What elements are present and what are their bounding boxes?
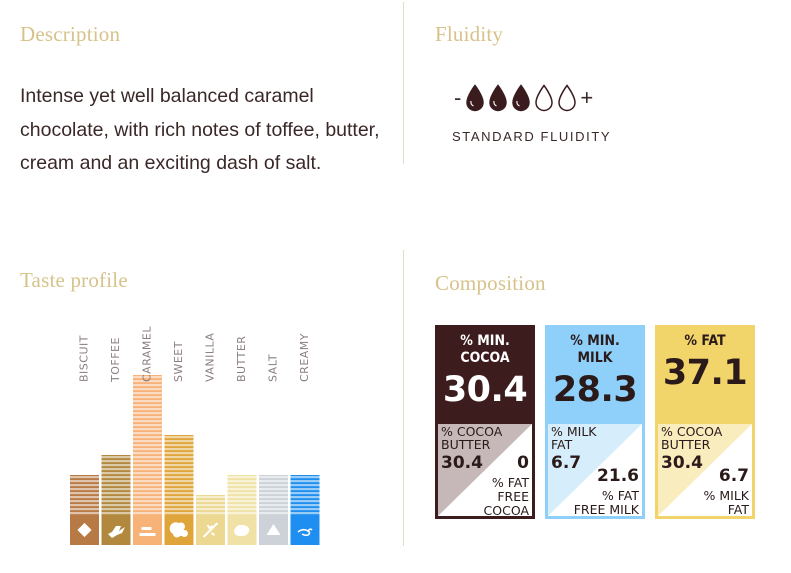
card-top: % FAT 37.1 bbox=[658, 328, 752, 424]
tick-label-sweet: SWEET bbox=[172, 341, 185, 382]
icon-block-salt bbox=[259, 515, 288, 545]
card-top-label-2: MILK bbox=[577, 350, 613, 366]
drop-filled-icon bbox=[489, 84, 507, 112]
composition-card: % MIN. COCOA 30.4% COCOA BUTTER 30.4 0% FAT FR… bbox=[435, 325, 535, 519]
drop-filled-icon bbox=[466, 84, 484, 112]
bar-biscuit bbox=[70, 475, 99, 515]
toffee-icon bbox=[108, 526, 125, 538]
bar-creamy bbox=[290, 475, 320, 515]
salt-icon bbox=[266, 524, 281, 535]
bar-stripes-sweet bbox=[164, 435, 194, 515]
card-bl-label-2: BUTTER bbox=[441, 437, 491, 452]
card-bl-label: % COCOA bbox=[441, 424, 503, 439]
tick-label-creamy: CREAMY bbox=[298, 333, 311, 382]
tick-label-biscuit: BISCUIT bbox=[78, 335, 91, 382]
sweet-icon bbox=[169, 522, 188, 538]
card-bl-value: 30.4 bbox=[441, 453, 483, 473]
card-br-value: 0 bbox=[517, 453, 529, 473]
fluidity-heading: Fluidity bbox=[435, 22, 504, 46]
fluidity-scale: - + bbox=[452, 84, 595, 112]
description-heading: Description bbox=[20, 22, 121, 46]
drop-empty-icon bbox=[558, 84, 576, 112]
bar-stripes-salt bbox=[259, 475, 288, 515]
card-br-label: % MILK bbox=[703, 488, 749, 503]
fluidity-drops bbox=[463, 84, 578, 112]
card-br-label: % FAT bbox=[601, 488, 639, 503]
card-bl-label: % MILK bbox=[551, 424, 597, 439]
card-bl-label-2: BUTTER bbox=[661, 437, 711, 452]
creamy-icon bbox=[297, 528, 313, 537]
fluidity-minus: - bbox=[454, 85, 462, 110]
bar-stripes-caramel bbox=[133, 375, 162, 515]
bar-stripes-creamy bbox=[290, 475, 320, 515]
taste-profile-heading: Taste profile bbox=[20, 268, 128, 292]
card-split-triangle bbox=[438, 424, 532, 516]
caramel-icon bbox=[139, 527, 156, 536]
tick-label-toffee: TOFFEE bbox=[109, 337, 122, 383]
card-top-value: 37.1 bbox=[662, 353, 748, 393]
bar-sweet bbox=[164, 435, 194, 515]
tick-label-salt: SALT bbox=[267, 354, 280, 382]
bar-toffee bbox=[101, 455, 131, 515]
bar-stripes-biscuit bbox=[70, 475, 99, 515]
icon-block-vanilla bbox=[196, 515, 225, 545]
card-top-value: 30.4 bbox=[442, 370, 528, 410]
divider-top bbox=[403, 2, 404, 164]
drop-filled-icon bbox=[512, 84, 530, 112]
card-br-label-2: FREE bbox=[497, 489, 529, 504]
card-top-label: % MIN. bbox=[570, 333, 620, 349]
card-top: % MIN. MILK 28.3 bbox=[548, 328, 642, 424]
vanilla-icon bbox=[202, 522, 219, 538]
bar-caramel bbox=[133, 375, 162, 515]
card-split-triangle bbox=[658, 424, 752, 516]
icon-block-creamy bbox=[290, 515, 320, 545]
biscuit-icon bbox=[77, 522, 92, 538]
card-bl-label: % COCOA bbox=[661, 424, 723, 439]
tick-label-vanilla: VANILLA bbox=[204, 333, 217, 382]
composition-card: % FAT 37.1 % COCOA BUTTER 30.4 6.7 % MILK FAT bbox=[655, 325, 755, 519]
bar-butter bbox=[227, 475, 257, 515]
card-br-label-2: FREE MILK bbox=[573, 502, 639, 517]
card-split-triangle bbox=[548, 424, 642, 516]
card-br-label-2: FAT bbox=[727, 502, 749, 517]
fluidity-plus: + bbox=[580, 85, 594, 110]
composition-heading: Composition bbox=[435, 271, 546, 295]
bar-stripes-vanilla bbox=[196, 495, 225, 515]
card-br-value: 6.7 bbox=[718, 466, 749, 486]
bar-stripes-toffee bbox=[101, 455, 131, 515]
tick-label-caramel: CARAMEL bbox=[141, 326, 154, 382]
card-top-value: 28.3 bbox=[552, 370, 638, 410]
divider-bottom bbox=[403, 250, 404, 546]
butter-icon bbox=[234, 524, 250, 536]
tick-label-butter: BUTTER bbox=[235, 336, 248, 382]
icon-block-biscuit bbox=[70, 515, 99, 545]
card-top-label: % FAT bbox=[684, 333, 726, 349]
bar-vanilla bbox=[196, 495, 225, 515]
card-bottom: % COCOA BUTTER 30.4 6.7 % MILK FAT bbox=[658, 424, 752, 516]
drop-empty-icon bbox=[535, 84, 553, 112]
bar-stripes-butter bbox=[227, 475, 257, 515]
card-top: % MIN. COCOA 30.4 bbox=[438, 328, 532, 424]
bar-salt bbox=[259, 475, 288, 515]
card-top-label: % MIN. bbox=[460, 333, 510, 349]
card-top-label-2: COCOA bbox=[460, 350, 510, 366]
description-text: Intense yet well balanced caramel chocol… bbox=[20, 85, 380, 174]
card-br-label-3: COCOA bbox=[483, 503, 529, 518]
icon-block-caramel bbox=[133, 515, 162, 545]
card-bl-value: 6.7 bbox=[551, 453, 582, 473]
composition-card: % MIN. MILK 28.3 % MILK FAT 6.7 21.6 % FAT FREE … bbox=[545, 325, 645, 519]
fluidity-label: STANDARD FLUIDITY bbox=[452, 129, 612, 144]
card-br-value: 21.6 bbox=[597, 466, 639, 486]
card-bl-label-2: FAT bbox=[551, 437, 573, 452]
card-bottom: % MILK FAT 6.7 21.6 % FAT FREE MILK bbox=[548, 424, 642, 516]
card-bl-value: 30.4 bbox=[661, 453, 703, 473]
icon-block-sweet bbox=[164, 515, 194, 545]
card-bottom: % COCOA BUTTER 30.4 0 % FAT FREE COCOA bbox=[438, 424, 532, 516]
icon-block-toffee bbox=[101, 515, 131, 545]
icon-block-butter bbox=[227, 515, 257, 545]
card-br-label: % FAT bbox=[491, 475, 529, 490]
